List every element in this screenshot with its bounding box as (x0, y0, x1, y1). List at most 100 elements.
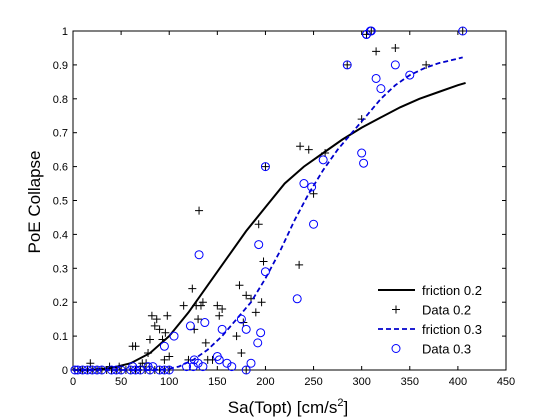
circle-marker (194, 250, 204, 260)
data-point (185, 321, 195, 331)
data-point (372, 47, 381, 56)
plus-marker (165, 366, 174, 374)
circle-marker (97, 365, 107, 375)
legend-marker (392, 305, 400, 314)
series-0 (72, 81, 466, 371)
data-point (160, 355, 169, 364)
legend-item: friction 0.2 (378, 283, 482, 298)
data-point (111, 365, 121, 375)
data-point (214, 355, 224, 365)
y-tick-label: 1 (62, 26, 68, 38)
y-tick-label: 0.6 (53, 162, 68, 174)
data-point (188, 284, 197, 293)
circle-marker (128, 362, 138, 372)
y-tick-label: 0.1 (53, 331, 68, 343)
circle-marker (143, 362, 153, 372)
data-point (195, 206, 204, 215)
plus-marker (155, 325, 164, 334)
y-tick-label: 0.7 (53, 128, 68, 140)
data-point (256, 328, 266, 338)
circle-plus-marker (458, 27, 467, 35)
circle-marker (159, 365, 169, 375)
circle-marker (246, 358, 256, 368)
circle-marker (256, 328, 266, 338)
x-tick-label: 150 (208, 376, 226, 388)
circle-marker (236, 314, 246, 324)
x-axis-title-superscript: 2 (337, 397, 343, 409)
circle-marker (214, 355, 224, 365)
legend-label: Data 0.2 (422, 303, 471, 318)
data-point (251, 308, 260, 317)
plus-marker (198, 298, 207, 307)
plus-marker (304, 145, 313, 154)
circle-marker (92, 365, 102, 375)
circle-marker (116, 365, 126, 375)
data-point (321, 149, 330, 158)
data-point (227, 362, 237, 372)
circle-marker (371, 73, 381, 83)
data-point (254, 220, 263, 229)
circle-marker (376, 84, 386, 94)
data-point (131, 342, 140, 351)
data-point (82, 365, 92, 375)
data-point (309, 219, 319, 229)
plus-marker (295, 260, 304, 269)
data-point (215, 311, 224, 320)
data-point (158, 335, 167, 344)
data-point (390, 60, 400, 70)
plus-marker (147, 311, 156, 320)
data-point (155, 325, 164, 334)
plus-marker (254, 220, 263, 229)
x-tick-label: 250 (304, 376, 322, 388)
data-point (194, 250, 204, 260)
y-axis-title: PoE Collapse (25, 150, 44, 253)
legend-label: Data 0.3 (422, 342, 471, 357)
circle-marker (111, 365, 121, 375)
data-point (237, 349, 246, 358)
data-point (194, 315, 203, 324)
plus-marker (144, 349, 153, 358)
x-tick-label: 200 (256, 376, 274, 388)
data-point (257, 298, 266, 307)
plus-marker (161, 328, 170, 337)
data-point (148, 362, 158, 372)
data-point (179, 301, 188, 310)
data-point (86, 359, 95, 368)
circle-plus-marker (366, 26, 376, 36)
data-point (152, 315, 161, 324)
circle-marker (405, 70, 415, 80)
circle-plus-marker (458, 26, 468, 36)
circle-marker (217, 324, 227, 334)
circle-marker (135, 365, 145, 375)
circle-marker (241, 324, 251, 334)
plus-marker (309, 189, 318, 198)
data-point (92, 365, 102, 375)
circle-marker (227, 362, 237, 372)
circle-marker (359, 158, 369, 168)
y-tick-label: 0.4 (53, 229, 68, 241)
data-point (304, 145, 313, 154)
legend-label: friction 0.3 (422, 322, 482, 337)
circle-plus-marker (260, 162, 270, 172)
circle-marker (318, 155, 328, 165)
y-tick-label: 0 (62, 365, 68, 377)
x-axis-title-main: Sa(Topt) [cm/s (228, 398, 338, 417)
data-point (342, 60, 352, 70)
plus-marker (188, 284, 197, 293)
plus-marker (321, 149, 330, 158)
axes: 0 50 100 150 200 250 300 350 400 450 0 0.1 0.2 0.3 0.4… (53, 26, 515, 388)
circle-marker (164, 365, 174, 375)
data-point (422, 60, 431, 69)
data-point (307, 182, 317, 192)
data-point (128, 362, 138, 372)
data-point (200, 318, 210, 328)
plus-marker (86, 359, 95, 368)
circle-marker (198, 362, 208, 372)
data-point (299, 179, 309, 189)
data-point (193, 358, 203, 368)
series-4 (241, 26, 468, 375)
data-point (198, 362, 208, 372)
circle-plus-marker (241, 365, 251, 375)
circle-marker (200, 318, 210, 328)
